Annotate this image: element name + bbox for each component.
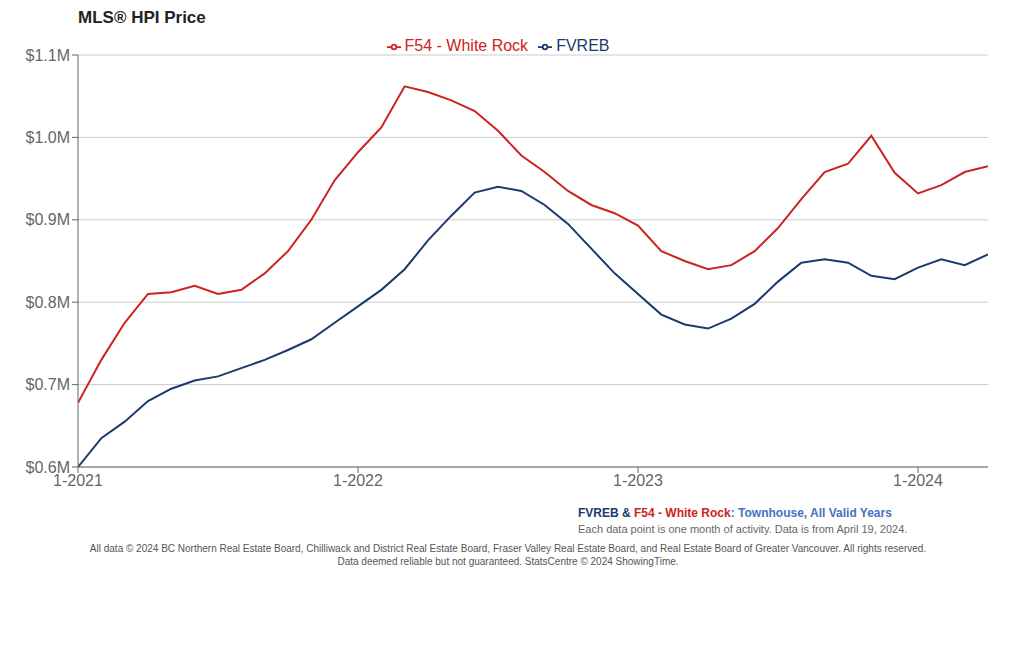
html-text:MLS® HPI Price: MLS® HPI Price — [78, 8, 206, 27]
html-text:F54 - White Rock: F54 - White Rock — [404, 37, 529, 54]
html-text:Data deemed reliable but not g: Data deemed reliable but not guaranteed.… — [337, 556, 679, 567]
html-text:FVREB: FVREB — [556, 37, 610, 54]
svg-text:$1.1M: $1.1M — [26, 47, 70, 64]
svg-text:$0.9M: $0.9M — [26, 211, 70, 228]
svg-text:1-2022: 1-2022 — [333, 472, 383, 489]
html-text:FVREB & F54 - White Rock: Town: FVREB & F54 - White Rock: Townhouse, All… — [578, 506, 892, 520]
html-text:All data © 2024 BC Northern Re: All data © 2024 BC Northern Real Estate … — [89, 543, 927, 554]
svg-text:$0.6M: $0.6M — [26, 459, 70, 476]
svg-text:$0.8M: $0.8M — [26, 294, 70, 311]
svg-text:$0.7M: $0.7M — [26, 376, 70, 393]
html-text:Each data point is one month o: Each data point is one month of activity… — [578, 523, 908, 535]
svg-text:$1.0M: $1.0M — [26, 129, 70, 146]
svg-text:1-2024: 1-2024 — [893, 472, 943, 489]
svg-text:1-2021: 1-2021 — [53, 472, 103, 490]
svg-text:1-2023: 1-2023 — [613, 472, 663, 489]
